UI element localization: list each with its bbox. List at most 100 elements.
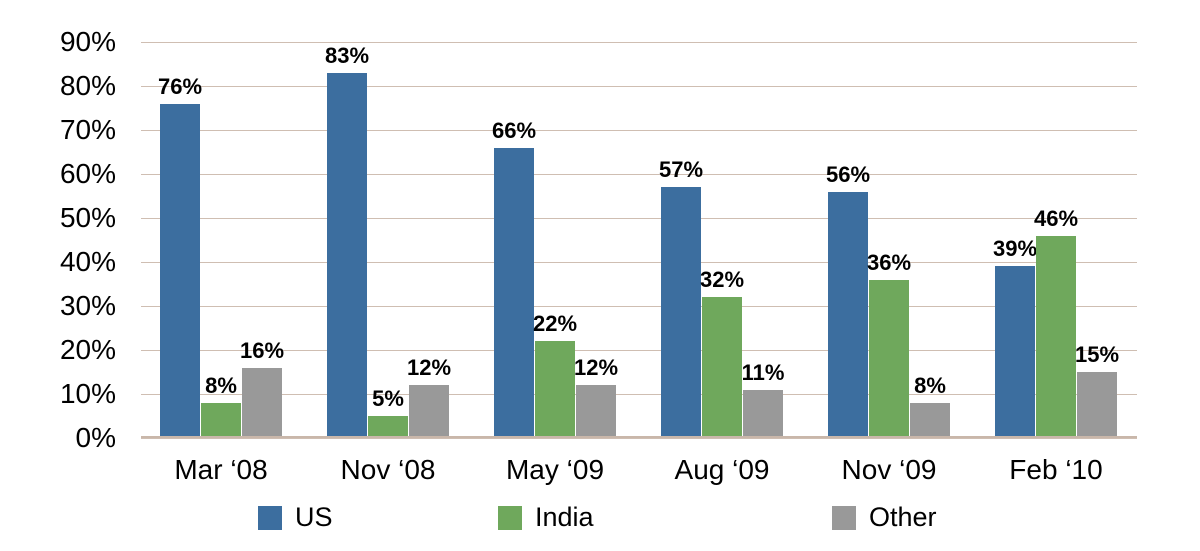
plot-area: 76% 8% 16% Mar ‘08 83% 5% 12% Nov ‘08 66% 22% 12% M… (141, 42, 1137, 485)
x-category-label: Nov ‘08 (340, 454, 436, 485)
y-tick-label: 0% (75, 422, 116, 453)
bar-slot: 66% (492, 118, 536, 438)
bar-other (743, 389, 783, 438)
bar-us (494, 147, 534, 438)
bar-slot: 76% (158, 74, 202, 438)
bar-group: 83% 5% 12% Nov ‘08 (325, 43, 451, 485)
bar-value-label: 15% (1074, 342, 1120, 367)
bar-group: 56% 36% 8% Nov ‘09 (826, 162, 950, 485)
gridline (141, 438, 1137, 439)
x-category-label: Aug ‘09 (674, 454, 770, 485)
bar-value-label: 5% (372, 386, 404, 411)
bar-group: 76% 8% 16% Mar ‘08 (158, 74, 284, 485)
bar-slot: 57% (659, 157, 703, 438)
x-category-label: May ‘09 (505, 454, 605, 485)
bar-slot: 15% (1075, 342, 1119, 438)
y-tick-label: 70% (59, 114, 116, 145)
bar-us (160, 103, 200, 438)
bar-value-label: 46% (1033, 205, 1079, 231)
bar-value-label: 83% (324, 42, 370, 68)
y-tick-label: 20% (59, 334, 116, 365)
y-axis: 90% 80% 70% 60% 50% 40% 30% 20% 10% 0% (0, 0, 116, 551)
gridline (141, 130, 1137, 131)
x-category-label: Nov ‘09 (841, 454, 937, 485)
legend-label: Other (869, 502, 937, 532)
bar-slot: 5% (368, 386, 408, 438)
bar-value-label: 11% (741, 359, 785, 385)
bar-value-label: 8% (914, 372, 946, 398)
legend-swatch-india (498, 505, 522, 530)
legend-item-india: India (498, 502, 594, 533)
legend-item-other: Other (832, 502, 937, 533)
bar-us (828, 191, 868, 438)
legend-swatch-us (258, 505, 282, 530)
y-tick-label: 10% (59, 378, 116, 409)
gridline (141, 394, 1137, 395)
x-axis-line (141, 436, 1137, 438)
bar-slot: 83% (325, 43, 369, 438)
bar-group: 66% 22% 12% May ‘09 (492, 118, 618, 485)
bar-value-label: 56% (825, 161, 871, 187)
bar-value-label: 57% (658, 157, 704, 183)
bar-value-label: 66% (491, 117, 537, 143)
bar-us (327, 72, 367, 438)
legend-label: India (535, 502, 594, 532)
bar-india (869, 279, 909, 438)
bar-value-label: 16% (239, 337, 285, 363)
bar-slot: 8% (201, 373, 241, 438)
bar-india (702, 297, 742, 438)
bar-india (1036, 235, 1076, 438)
gridline (141, 306, 1137, 307)
bar-slot: 32% (700, 267, 744, 438)
legend-label: US (295, 502, 333, 532)
y-tick-label: 30% (59, 290, 116, 321)
gridline (141, 174, 1137, 175)
bar-us (661, 187, 701, 438)
bar-group: 57% 32% 11% Aug ‘09 (659, 157, 784, 485)
bar-other (1077, 372, 1117, 438)
y-tick-label: 80% (59, 70, 116, 101)
bar-slot: 12% (574, 355, 618, 438)
gridline (141, 262, 1137, 263)
bar-slot: 39% (993, 236, 1037, 438)
y-tick-label: 90% (59, 26, 116, 57)
y-tick-label: 40% (59, 246, 116, 277)
x-category-label: Feb ‘10 (1009, 454, 1103, 485)
bar-slot: 56% (826, 162, 870, 438)
bar-value-label: 8% (205, 372, 237, 398)
legend-swatch-other (832, 505, 856, 530)
bar-india (201, 402, 241, 438)
x-category-label: Mar ‘08 (174, 454, 268, 485)
bar-slot: 12% (407, 355, 451, 438)
legend-item-us: US (258, 502, 333, 533)
bar-us (995, 266, 1035, 438)
bar-slot: 11% (742, 360, 784, 438)
bar-india (368, 416, 408, 438)
gridline (141, 42, 1137, 43)
gridline (141, 350, 1137, 351)
bar-value-label: 32% (699, 267, 745, 293)
bar-other (576, 385, 616, 438)
bar-value-label: 12% (406, 355, 452, 381)
gridline (141, 86, 1137, 87)
gridline (141, 218, 1137, 219)
bar-slot: 8% (910, 373, 950, 438)
bar-value-label: 39% (992, 236, 1038, 262)
bar-slot: 36% (867, 250, 911, 438)
bar-slot: 22% (533, 311, 577, 438)
bar-slot: 16% (240, 338, 284, 438)
bar-value-label: 12% (573, 355, 619, 381)
bar-value-label: 76% (157, 73, 203, 99)
bar-groups: 76% 8% 16% Mar ‘08 83% 5% 12% Nov ‘08 66% 22% 12% M… (141, 42, 1137, 485)
bar-group: 39% 46% 15% Feb ‘10 (993, 206, 1119, 485)
bar-slot: 46% (1034, 206, 1078, 438)
bar-value-label: 36% (866, 249, 912, 275)
y-tick-label: 50% (59, 202, 116, 233)
bar-india (535, 341, 575, 438)
y-tick-label: 60% (59, 158, 116, 189)
bar-value-label: 22% (532, 311, 578, 337)
bar-other (910, 402, 950, 438)
bar-other (409, 385, 449, 438)
